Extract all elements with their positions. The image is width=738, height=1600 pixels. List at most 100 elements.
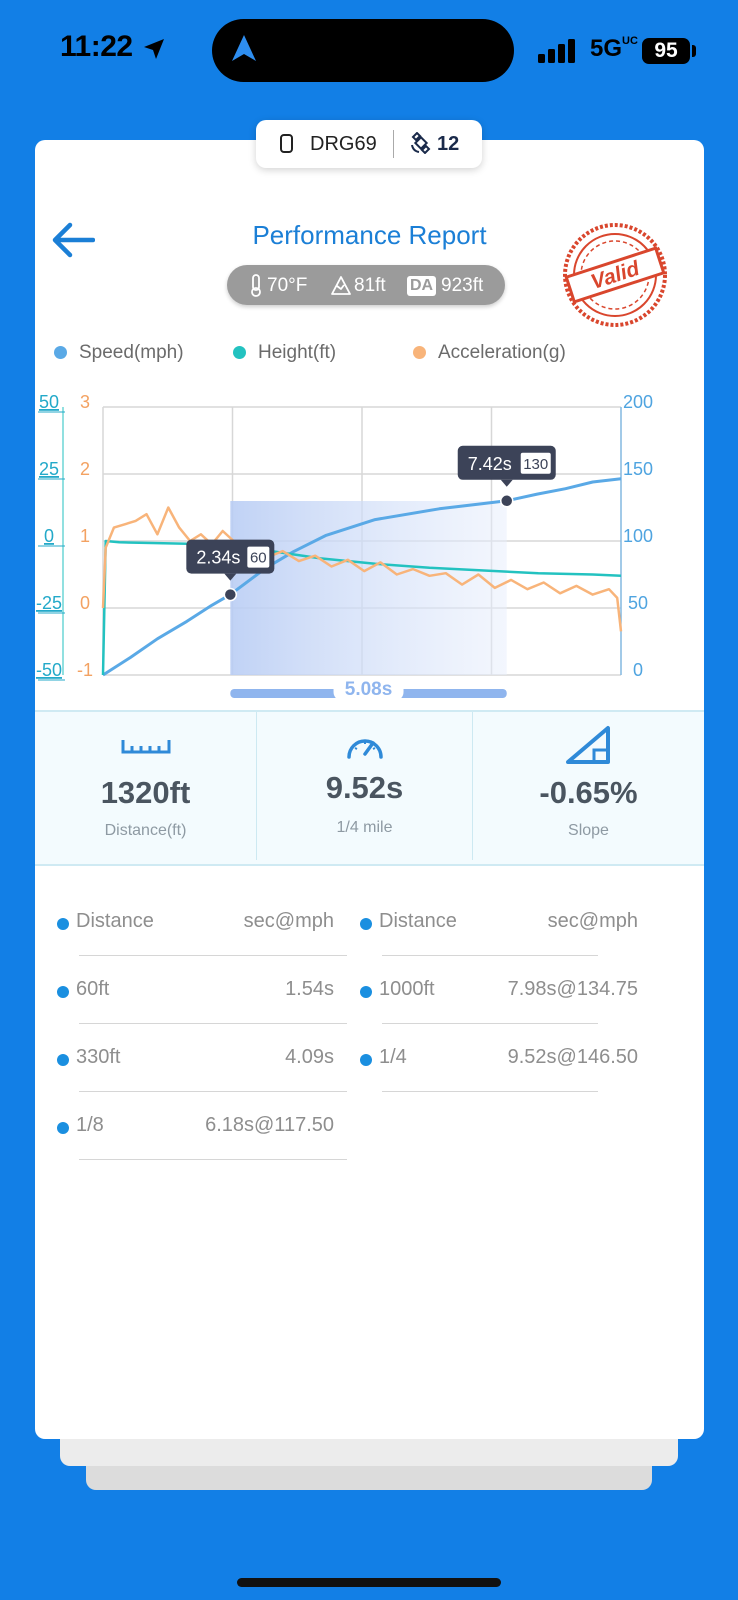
- report-card: Performance Report 70°F 81ft DA 923ft Va…: [35, 140, 704, 1439]
- speed-tick-label: 100: [623, 526, 653, 546]
- split-dot: [57, 918, 69, 930]
- accel-tick-label: 0: [80, 593, 90, 613]
- navigation-app-icon: [232, 35, 256, 61]
- signal-icon: [538, 39, 575, 63]
- performance-chart[interactable]: 50 25 0 -25 -50 3 2 1 0 -1 200 150 100 50 0 5.08s 2.34…: [35, 375, 704, 705]
- stat-quarter-mile-label: 1/4 mile: [336, 819, 393, 836]
- chip-divider: [393, 130, 394, 158]
- speed-tick-label: 200: [623, 392, 653, 412]
- acceleration-series-line: [101, 506, 623, 632]
- density-altitude-value: 923ft: [441, 275, 484, 296]
- status-time: 11:22: [60, 30, 133, 63]
- marker-time: 7.42s: [468, 454, 512, 474]
- speedometer-icon: [346, 739, 383, 759]
- speed-tick-label: 150: [623, 459, 653, 479]
- stat-quarter-mile: 9.52s 1/4 mile: [257, 712, 472, 864]
- height-tick-label: 50: [39, 392, 59, 412]
- accel-tick-label: 2: [80, 459, 90, 479]
- speed-marker: [223, 587, 238, 602]
- stat-separator: [472, 712, 473, 860]
- height-tick-label: 25: [39, 459, 59, 479]
- height-tick-label: -50: [36, 660, 62, 680]
- split-row: 1/4 9.52s@146.50: [338, 1046, 638, 1112]
- accel-tick-label: 3: [80, 392, 90, 412]
- chart-legend: Speed(mph) Height(ft) Acceleration(g): [35, 340, 704, 370]
- accel-tick-label: 1: [80, 526, 90, 546]
- stat-slope-label: Slope: [568, 822, 609, 839]
- marker-tooltip-pointer: [500, 479, 513, 487]
- split-divider: [382, 1091, 598, 1092]
- stat-distance-label: Distance(ft): [104, 822, 187, 839]
- legend-height[interactable]: Height(ft): [233, 342, 336, 364]
- network-type: 5GUC: [590, 35, 638, 62]
- split-header-left: Distance sec@mph: [35, 910, 334, 976]
- legend-dot-acceleration: [413, 346, 426, 359]
- marker-speed: 60: [250, 550, 267, 567]
- satellite-count: 12: [437, 133, 460, 155]
- split-divider: [382, 955, 598, 956]
- page-title: Performance Report: [252, 220, 487, 250]
- stat-slope: -0.65% Slope: [473, 712, 704, 864]
- split-dot: [57, 1054, 69, 1066]
- home-indicator[interactable]: [237, 1578, 501, 1587]
- density-altitude-badge: DA: [407, 274, 440, 296]
- device-name: DRG69: [310, 133, 377, 155]
- slope-icon: [565, 726, 610, 764]
- split-divider: [79, 1159, 347, 1160]
- device-chip[interactable]: DRG69 12: [256, 120, 482, 168]
- legend-speed[interactable]: Speed(mph): [54, 342, 184, 364]
- device-icon: [280, 134, 293, 153]
- temperature-value: 70°F: [267, 275, 308, 296]
- split-divider: [79, 1091, 347, 1092]
- speed-tick-label: 50: [628, 593, 648, 613]
- split-divider: [382, 1023, 598, 1024]
- marker-speed: 130: [523, 456, 548, 473]
- split-dot: [57, 1122, 69, 1134]
- stat-quarter-mile-value: 9.52s: [325, 770, 404, 805]
- back-arrow-icon[interactable]: [51, 222, 95, 258]
- ruler-icon: [121, 740, 170, 754]
- marker-time: 2.34s: [196, 548, 240, 568]
- selection-label-bg: [333, 677, 404, 701]
- stat-distance: 1320ft Distance(ft): [35, 712, 256, 864]
- split-dot: [360, 1054, 372, 1066]
- dynamic-island: [212, 19, 514, 82]
- stat-separator: [256, 712, 257, 860]
- speed-tick-label: 0: [633, 660, 643, 680]
- split-dot: [360, 918, 372, 930]
- split-header-right: Distance sec@mph: [338, 910, 638, 976]
- split-dot: [57, 986, 69, 998]
- location-arrow-icon: [144, 39, 164, 59]
- selection-range: [230, 501, 507, 675]
- split-divider: [79, 1023, 347, 1024]
- height-tick-label: 0: [44, 526, 54, 546]
- marker-speed-badge: [520, 452, 551, 474]
- battery-nub: [692, 45, 696, 57]
- selection-duration: 5.08s: [345, 679, 393, 700]
- summary-stats: 1320ft Distance(ft) 9.52s 1/4 mile -0.65…: [35, 710, 704, 866]
- legend-dot-height: [233, 346, 246, 359]
- split-row: 1000ft 7.98s@134.75: [338, 978, 638, 1044]
- height-tick-label: -25: [36, 593, 62, 613]
- mountain-icon: [331, 276, 351, 295]
- split-row: 1/8 6.18s@117.50: [35, 1114, 334, 1180]
- legend-acceleration[interactable]: Acceleration(g): [413, 342, 566, 364]
- altitude-value: 81ft: [354, 275, 386, 296]
- legend-dot-speed: [54, 346, 67, 359]
- accel-tick-label: -1: [77, 660, 93, 680]
- stat-slope-value: -0.65%: [539, 775, 638, 810]
- thermometer-icon: [251, 274, 261, 297]
- split-dot: [360, 986, 372, 998]
- satellite-icon: [411, 132, 431, 154]
- split-row: 60ft 1.54s: [35, 978, 334, 1044]
- battery-level: 95: [642, 38, 690, 64]
- split-row: 330ft 4.09s: [35, 1046, 334, 1112]
- split-divider: [79, 955, 347, 956]
- speed-series-line: [102, 477, 622, 677]
- stat-distance-value: 1320ft: [100, 775, 191, 810]
- conditions-pill: 70°F 81ft DA 923ft: [227, 265, 505, 305]
- marker-speed-badge: [247, 546, 270, 568]
- speed-marker: [499, 494, 514, 508]
- valid-stamp: Valid: [563, 223, 667, 327]
- marker-tooltip-pointer: [224, 573, 237, 581]
